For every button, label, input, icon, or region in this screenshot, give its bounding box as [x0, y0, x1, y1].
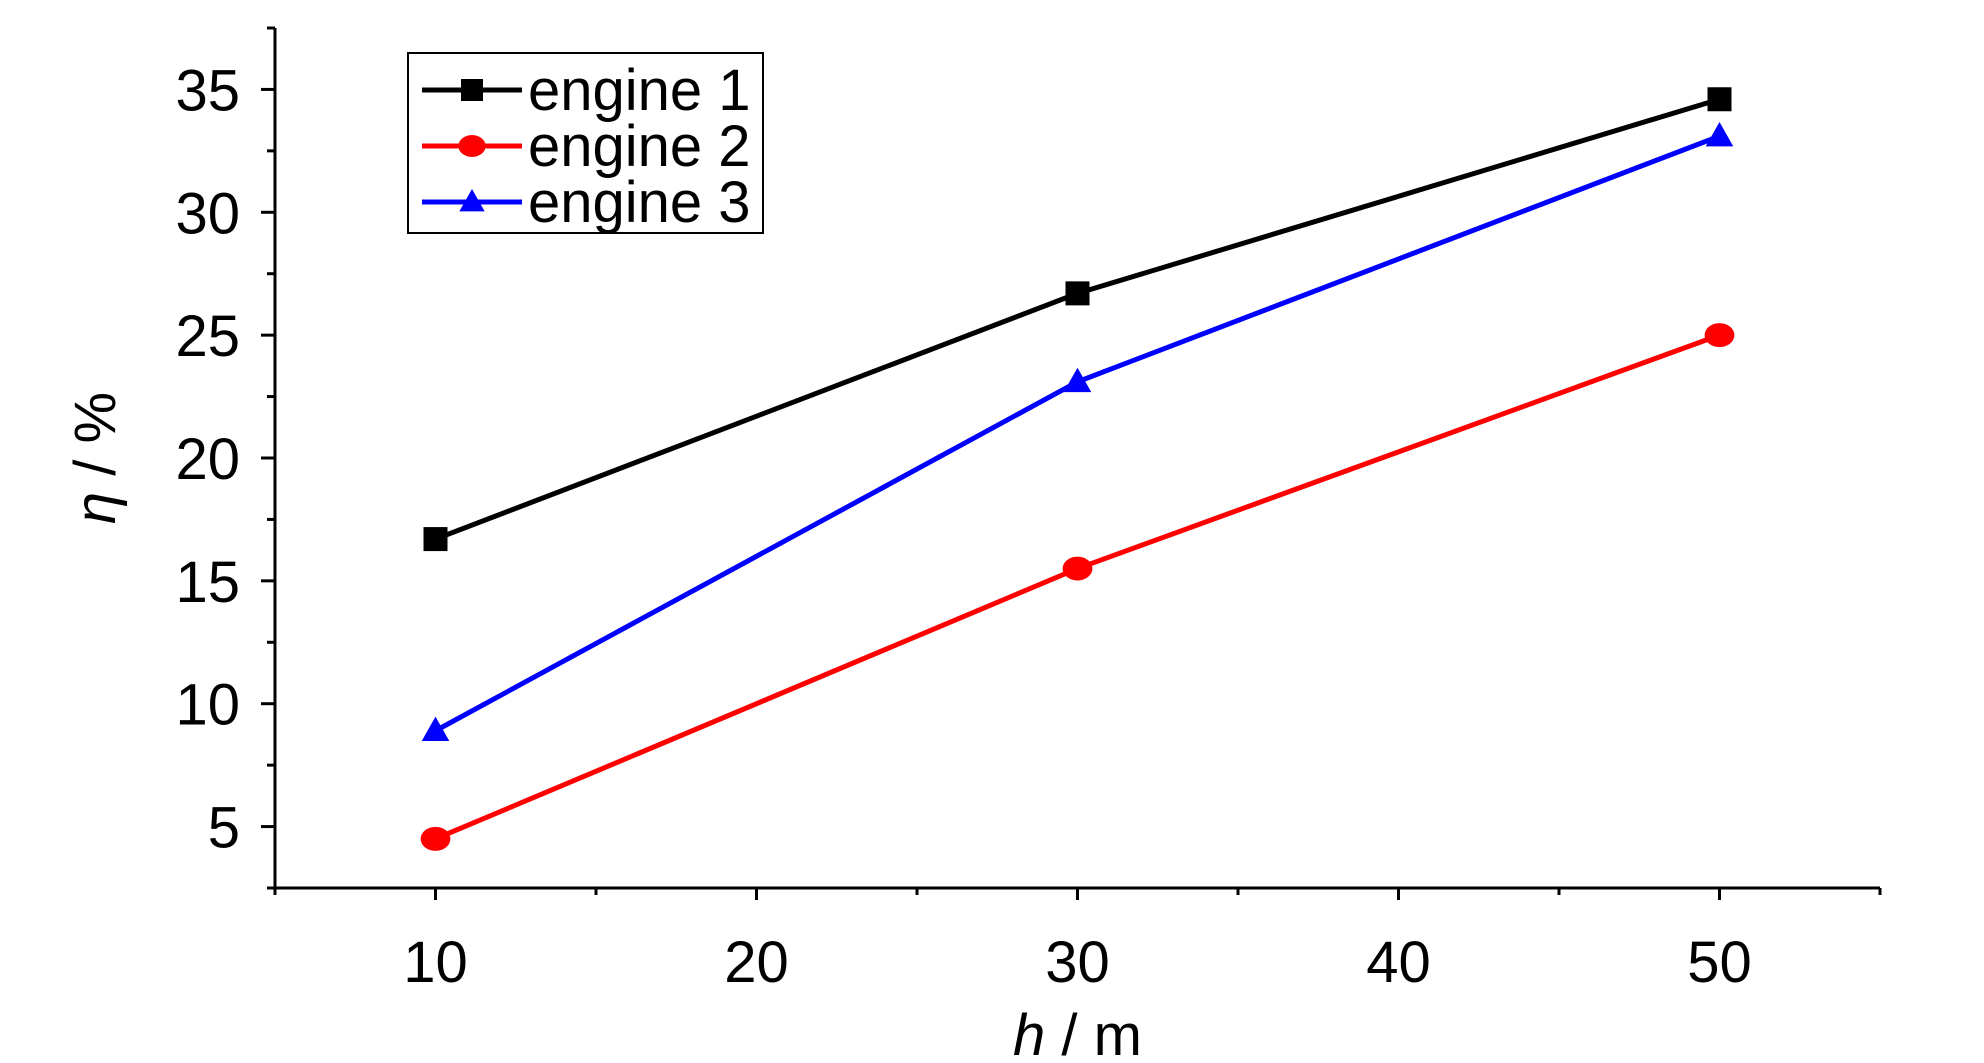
series-3 [421, 121, 1734, 742]
x-tick-label: 10 [403, 930, 468, 995]
y-tick-label: 20 [175, 427, 240, 492]
y-tick-label: 10 [175, 673, 240, 738]
legend-marker [458, 135, 486, 157]
y-axis-variable: η [63, 492, 128, 524]
data-point [1065, 281, 1090, 306]
legend-label: engine 2 [528, 114, 751, 179]
x-axis-unit: / m [1045, 1003, 1142, 1063]
axes: 10 20 30 40 50 5 10 15 20 25 30 35 [175, 26, 1882, 995]
legend-label: engine 1 [528, 58, 751, 123]
series-layer [420, 87, 1735, 851]
legend-label: engine 3 [528, 170, 751, 235]
x-tick-label: 40 [1366, 930, 1431, 995]
y-axis-unit: / % [63, 392, 128, 492]
data-point [1062, 556, 1093, 581]
data-point [1704, 323, 1735, 348]
legend-marker [461, 79, 483, 101]
x-tick-label: 30 [1045, 930, 1110, 995]
y-axis-title: η / % [63, 392, 128, 524]
series-2 [420, 323, 1735, 851]
legend-marker [459, 189, 485, 212]
data-point [421, 716, 450, 742]
y-tick-label: 25 [175, 304, 240, 369]
x-axis-variable: h [1013, 1003, 1045, 1063]
data-point [1063, 367, 1092, 393]
y-tick-label: 15 [175, 550, 240, 615]
data-point [1705, 121, 1734, 147]
series-1 [423, 87, 1732, 552]
data-point [420, 826, 451, 851]
y-tick-label: 30 [175, 181, 240, 246]
data-point [1707, 87, 1732, 112]
data-point [423, 527, 448, 552]
y-tick-label: 35 [175, 58, 240, 123]
x-tick-label: 50 [1687, 930, 1752, 995]
x-tick-label: 20 [724, 930, 789, 995]
x-axis-title: h / m [1013, 1003, 1142, 1063]
y-tick-label: 5 [208, 796, 240, 861]
series-line [434, 332, 1721, 842]
